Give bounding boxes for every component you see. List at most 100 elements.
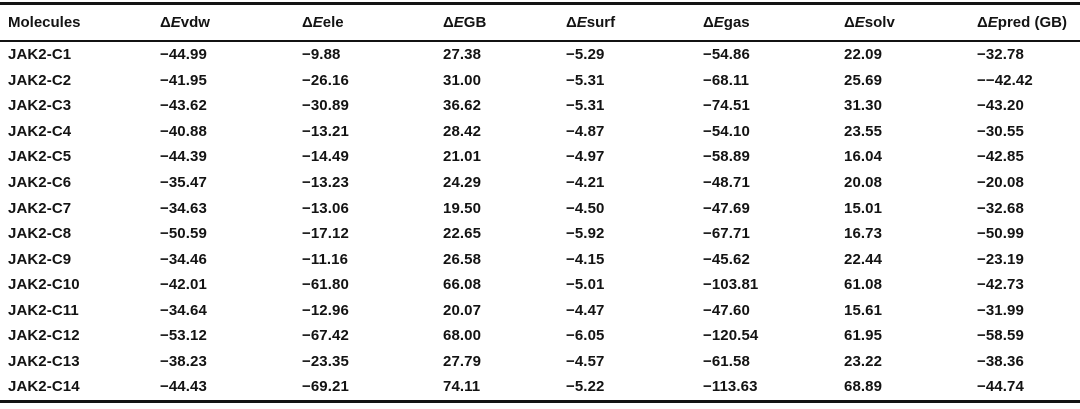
header-delta: Δ — [160, 14, 171, 31]
value-cell: −5.22 — [566, 378, 605, 396]
header-delta: Δ — [844, 14, 855, 31]
table-row: JAK2-C3 −43.62 −30.89 36.62 −5.31 −74.51 31.30… — [0, 93, 1080, 119]
value-cell: −13.21 — [302, 122, 349, 140]
column-header-molecules: Molecules — [0, 3, 160, 42]
value-cell: 31.30 — [844, 97, 883, 115]
value-cell: −5.01 — [566, 276, 605, 294]
column-header-esolv: ΔEsolv — [844, 3, 977, 42]
value-cell: −54.10 — [703, 122, 750, 140]
table-row: JAK2-C12 −53.12 −67.42 68.00 −6.05 −120.54 61.… — [0, 323, 1080, 349]
value-cell: −42.73 — [977, 276, 1024, 294]
value-cell: 27.79 — [443, 352, 482, 370]
table-row: JAK2-C5 −44.39 −14.49 21.01 −4.97 −58.89 16.04… — [0, 144, 1080, 170]
value-cell: −32.78 — [977, 46, 1024, 64]
molecule-cell: JAK2-C5 — [8, 148, 72, 166]
value-cell: −32.68 — [977, 199, 1024, 217]
value-cell: −44.43 — [160, 378, 207, 396]
value-cell: −34.46 — [160, 250, 207, 268]
value-cell: −44.74 — [977, 378, 1024, 396]
value-cell: −44.39 — [160, 148, 207, 166]
column-header-evdw: ΔEvdw — [160, 3, 302, 42]
value-cell: −43.20 — [977, 97, 1024, 115]
molecule-cell: JAK2-C4 — [8, 122, 72, 140]
molecule-cell: JAK2-C12 — [8, 327, 80, 345]
header-delta: Δ — [703, 14, 714, 31]
value-cell: −34.63 — [160, 199, 207, 217]
value-cell: −41.95 — [160, 71, 207, 89]
value-cell: 16.73 — [844, 225, 883, 243]
value-cell: −58.89 — [703, 148, 750, 166]
value-cell: −13.23 — [302, 174, 349, 191]
column-header-egb: ΔEGB — [443, 3, 566, 42]
molecule-cell: JAK2-C3 — [8, 97, 72, 115]
column-header-esurf: ΔEsurf — [566, 3, 703, 42]
value-cell: 27.38 — [443, 46, 482, 64]
molecule-cell: JAK2-C14 — [8, 378, 80, 396]
column-header-epred-gb: ΔEpred (GB) — [977, 3, 1080, 42]
table-row: JAK2-C9 −34.46 −11.16 26.58 −4.15 −45.62 22.44… — [0, 246, 1080, 272]
header-subscript: ele — [322, 14, 344, 31]
value-cell: 31.00 — [443, 71, 482, 89]
table-row: JAK2-C10 −42.01 −61.80 66.08 −5.01 −103.81 61.… — [0, 272, 1080, 298]
value-cell: −35.47 — [160, 174, 207, 191]
molecule-cell: JAK2-C1 — [8, 46, 72, 64]
value-cell: −14.49 — [302, 148, 349, 166]
header-label: Molecules — [8, 14, 81, 31]
value-cell: 68.00 — [443, 327, 482, 345]
table-row: JAK2-C7 −34.63 −13.06 19.50 −4.50 −47.69 15.01… — [0, 195, 1080, 221]
molecule-cell: JAK2-C8 — [8, 225, 72, 243]
value-cell: −−42.42 — [977, 71, 1033, 89]
value-cell: −67.42 — [302, 327, 349, 345]
table-row: JAK2-C6 −35.47 −13.23 24.29 −4.21 −48.71 20.08… — [0, 170, 1080, 196]
value-cell: −103.81 — [703, 276, 759, 294]
value-cell: −120.54 — [703, 327, 759, 345]
header-symbol: E — [854, 14, 865, 31]
header-row: Molecules ΔEvdw ΔEele ΔEGB ΔEsurf ΔEgas — [0, 3, 1080, 42]
value-cell: −48.71 — [703, 174, 750, 191]
header-subscript: gas — [723, 14, 750, 31]
value-cell: −4.87 — [566, 122, 605, 140]
molecule-cell: JAK2-C7 — [8, 199, 72, 217]
value-cell: 20.08 — [844, 174, 883, 191]
header-delta: Δ — [977, 14, 988, 31]
value-cell: −5.31 — [566, 97, 605, 115]
value-cell: −44.99 — [160, 46, 207, 64]
molecule-cell: JAK2-C13 — [8, 352, 80, 370]
value-cell: 22.09 — [844, 46, 883, 64]
value-cell: −53.12 — [160, 327, 207, 345]
value-cell: −4.47 — [566, 301, 605, 319]
value-cell: 23.22 — [844, 352, 883, 370]
value-cell: −9.88 — [302, 46, 341, 64]
value-cell: −74.51 — [703, 97, 750, 115]
table-row: JAK2-C11 −34.64 −12.96 20.07 −4.47 −47.60 15.6… — [0, 297, 1080, 323]
value-cell: −4.97 — [566, 148, 605, 166]
value-cell: −5.29 — [566, 46, 605, 64]
value-cell: −11.16 — [302, 250, 349, 268]
value-cell: 22.44 — [844, 250, 883, 268]
value-cell: 21.01 — [443, 148, 482, 166]
value-cell: −47.60 — [703, 301, 750, 319]
value-cell: 23.55 — [844, 122, 883, 140]
value-cell: −54.86 — [703, 46, 750, 64]
value-cell: 16.04 — [844, 148, 883, 166]
value-cell: −42.85 — [977, 148, 1024, 166]
value-cell: −38.36 — [977, 352, 1024, 370]
column-header-eele: ΔEele — [302, 3, 443, 42]
value-cell: 24.29 — [443, 174, 482, 191]
value-cell: −23.35 — [302, 352, 349, 370]
value-cell: −4.50 — [566, 199, 605, 217]
header-subscript: vdw — [180, 14, 210, 31]
table-row: JAK2-C13 −38.23 −23.35 27.79 −4.57 −61.58 23.2… — [0, 349, 1080, 375]
value-cell: −42.01 — [160, 276, 207, 294]
header-symbol: E — [987, 14, 998, 31]
value-cell: −69.21 — [302, 378, 349, 396]
value-cell: −40.88 — [160, 122, 207, 140]
value-cell: −113.63 — [703, 378, 758, 396]
value-cell: 22.65 — [443, 225, 482, 243]
value-cell: −13.06 — [302, 199, 349, 217]
header-delta: Δ — [566, 14, 577, 31]
value-cell: −20.08 — [977, 174, 1024, 191]
value-cell: 66.08 — [443, 276, 482, 294]
value-cell: 68.89 — [844, 378, 883, 396]
table-row: JAK2-C4 −40.88 −13.21 28.42 −4.87 −54.10 23.55… — [0, 119, 1080, 145]
